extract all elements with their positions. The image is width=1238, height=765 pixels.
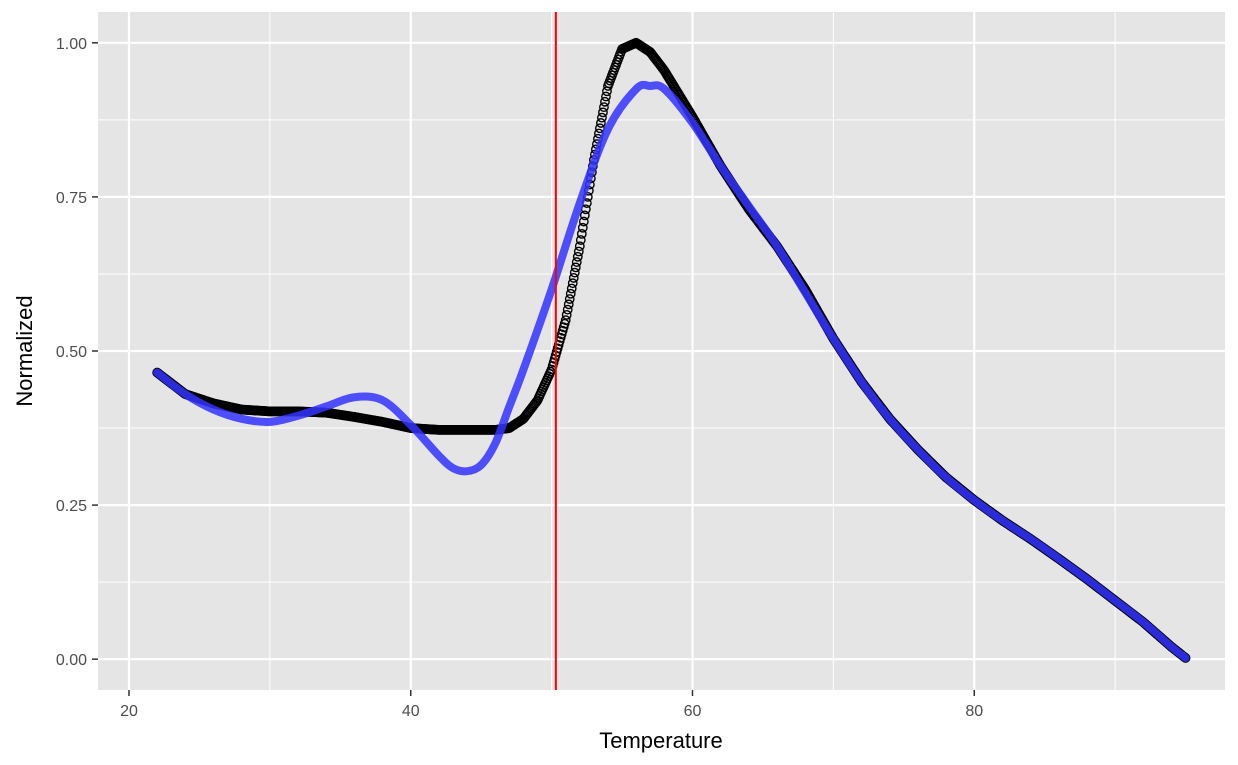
data-point bbox=[568, 273, 579, 283]
data-point bbox=[601, 91, 611, 102]
data-point bbox=[571, 257, 582, 267]
data-point bbox=[565, 288, 576, 299]
data-point bbox=[530, 398, 541, 408]
y-tick-label: 0.25 bbox=[56, 498, 87, 515]
data-point bbox=[579, 210, 590, 221]
data-point bbox=[561, 309, 572, 320]
data-point bbox=[572, 251, 583, 262]
x-tick-label: 40 bbox=[402, 703, 420, 720]
x-tick-label: 20 bbox=[120, 703, 138, 720]
y-tick-label: 0.75 bbox=[56, 190, 87, 207]
data-point bbox=[569, 267, 580, 278]
data-point bbox=[575, 235, 586, 245]
data-point bbox=[599, 102, 609, 113]
y-tick-labels: 0.00 0.25 0.50 0.75 1.00 bbox=[56, 36, 87, 669]
data-point bbox=[596, 118, 606, 128]
x-axis-title: Temperature bbox=[599, 728, 723, 753]
data-point bbox=[578, 216, 589, 227]
data-point bbox=[577, 222, 588, 233]
data-point bbox=[573, 246, 584, 257]
axis-ticks bbox=[92, 42, 975, 696]
series-layer bbox=[152, 37, 1191, 663]
series-1-line bbox=[153, 80, 1190, 662]
data-point bbox=[564, 294, 575, 304]
x-tick-label: 80 bbox=[965, 703, 983, 720]
data-point bbox=[598, 107, 608, 118]
y-tick-label: 0.00 bbox=[56, 652, 87, 669]
series-line bbox=[153, 80, 1190, 662]
data-point bbox=[560, 315, 571, 326]
data-point bbox=[600, 96, 610, 107]
data-point bbox=[567, 278, 578, 289]
data-point bbox=[574, 241, 585, 252]
y-tick-label: 0.50 bbox=[56, 344, 87, 361]
y-axis-title: Normalized bbox=[12, 295, 37, 406]
data-point bbox=[563, 299, 574, 310]
grid-major bbox=[98, 12, 1225, 690]
data-point bbox=[570, 262, 581, 273]
data-point bbox=[576, 228, 587, 239]
y-tick-label: 1.00 bbox=[56, 36, 87, 53]
data-point bbox=[562, 304, 573, 315]
x-tick-labels: 20 40 60 80 bbox=[120, 703, 983, 720]
x-tick-label: 60 bbox=[684, 703, 702, 720]
data-point bbox=[597, 112, 607, 123]
data-point bbox=[566, 283, 577, 294]
